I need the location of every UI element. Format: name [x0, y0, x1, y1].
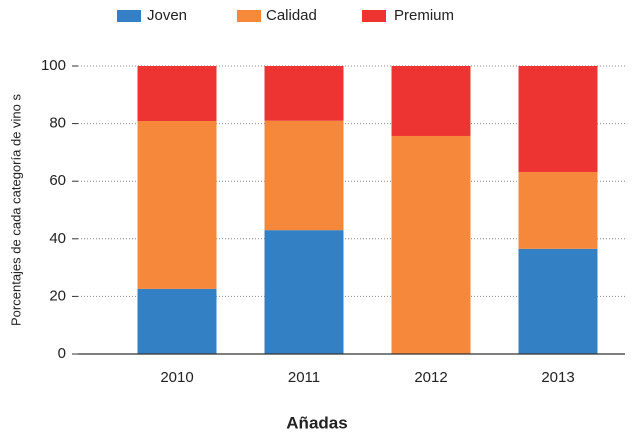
- bar-segment: [518, 248, 598, 354]
- bar-segment: [137, 121, 217, 289]
- bar-segment: [518, 66, 598, 172]
- legend-swatch: [237, 10, 261, 22]
- legend-swatch: [362, 10, 386, 22]
- y-axis-label: Porcentajes de cada categoría de vino s: [8, 94, 23, 326]
- legend-label: Calidad: [266, 7, 317, 24]
- bar-segment: [391, 135, 471, 354]
- x-tick-label: 2011: [288, 369, 320, 386]
- y-tick-label: 80: [49, 115, 66, 132]
- bar-segment: [264, 230, 344, 354]
- legend-swatch: [117, 10, 141, 22]
- y-tick-label: 20: [49, 287, 66, 304]
- y-tick-label: 100: [41, 57, 66, 74]
- bar-segment: [264, 120, 344, 231]
- x-tick-label: 2012: [414, 369, 447, 386]
- bar-segment: [518, 171, 598, 249]
- x-tick-label: 2013: [541, 369, 574, 386]
- x-tick-label: 2010: [160, 369, 193, 386]
- x-axis-label: Añadas: [286, 413, 347, 432]
- y-tick-label: 0: [58, 345, 66, 362]
- y-tick-label: 40: [49, 230, 66, 247]
- y-tick-label: 60: [49, 172, 66, 189]
- bar-segment: [391, 66, 471, 136]
- bar-segment: [137, 66, 217, 122]
- bar-segment: [137, 288, 217, 354]
- bar-segment: [264, 66, 344, 121]
- legend-label: Premium: [394, 7, 454, 24]
- legend-label: Joven: [147, 7, 187, 24]
